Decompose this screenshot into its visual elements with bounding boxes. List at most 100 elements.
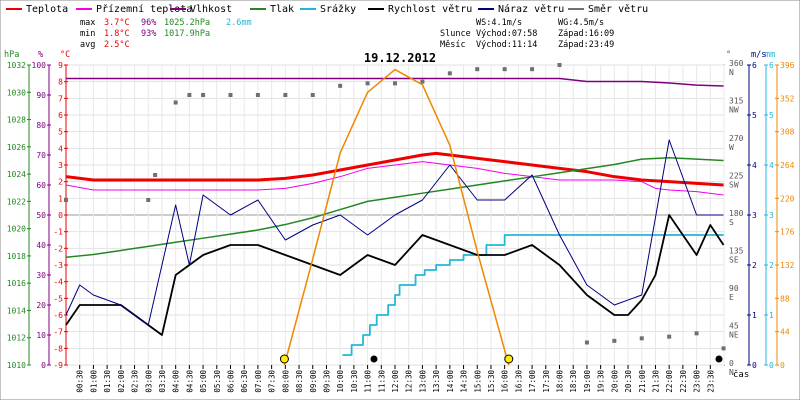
right-axis-tick-label: 270 xyxy=(729,134,744,143)
axis-unit-rain: mm xyxy=(765,50,775,60)
left-axis-tick-label: 9 xyxy=(58,61,63,70)
axis-unit-pressure: hPa xyxy=(4,50,19,60)
x-axis-tick-label: 17:30 xyxy=(542,370,551,393)
right-axis-tick-label: 4 xyxy=(769,161,774,170)
left-axis-tick-label: -8 xyxy=(53,344,63,353)
right-axis-tick-label: 308 xyxy=(780,128,795,137)
series-rychlost-vetru xyxy=(65,214,725,336)
right-axis-tick-label: 5 xyxy=(769,111,774,120)
right-axis-tick-label: 3 xyxy=(752,211,757,220)
right-axis-tick-label: 225 xyxy=(729,172,744,181)
series-solar xyxy=(283,68,510,366)
axis-units: hPa % °C ° m/s mm xyxy=(4,50,775,60)
wind-direction-point xyxy=(228,93,233,97)
x-axis-tick-label: 20:00 xyxy=(610,370,619,393)
left-axis-tick-label: 0 xyxy=(58,211,63,220)
right-axis-tick-label: SW xyxy=(729,181,739,190)
right-axis-tick-label: 90 xyxy=(729,284,739,293)
right-axis-tick-label: 0 xyxy=(752,361,757,370)
stats-max-label: max xyxy=(80,18,95,28)
x-axis-tick-label: 11:30 xyxy=(377,370,386,393)
wind-direction-point xyxy=(338,83,343,88)
series-teplota xyxy=(65,151,724,187)
x-axis-tick-label: 15:30 xyxy=(487,370,496,393)
left-axis-tick-label: -4 xyxy=(53,278,63,287)
stats-wind-gust: WG:4.5m/s xyxy=(558,18,604,28)
axis-unit-temperature: °C xyxy=(60,50,70,60)
left-axis-tick-label: -3 xyxy=(53,261,63,270)
wind-direction-point xyxy=(612,338,617,343)
stats-min-pressure: 1017.9hPa xyxy=(164,29,210,39)
right-axis-tick-label: 352 xyxy=(780,94,795,103)
legend-label-srazky: Srážky xyxy=(320,3,356,15)
left-axis-tick-label: 1020 xyxy=(7,225,26,234)
sun-rise: Východ:07:58 xyxy=(476,29,537,39)
wind-direction-point xyxy=(557,63,562,67)
wind-direction-point xyxy=(420,79,425,84)
x-axis-tick-label: 02:00 xyxy=(117,370,126,393)
right-axis-tick-label: 0 xyxy=(769,361,774,370)
stats-block: max 3.7°C 96% 1025.2hPa 2.6mm min 1.8°C … xyxy=(80,18,614,50)
right-axis-tick-label: 1 xyxy=(752,311,757,320)
left-axis-tick-label: -1 xyxy=(53,228,63,237)
right-axis-tick-label: W xyxy=(729,143,734,152)
moon-rise: Východ:11:14 xyxy=(476,40,537,50)
right-axis-tick-label: 220 xyxy=(780,194,795,203)
x-axis-tick-label: 08:00 xyxy=(281,370,290,393)
wind-direction-point xyxy=(502,67,507,72)
stats-min-temp: 1.8°C xyxy=(104,29,130,39)
series xyxy=(64,63,726,366)
x-axis-tick-label: 04:30 xyxy=(185,370,194,393)
sun-label: Slunce xyxy=(440,29,471,39)
series-srazky xyxy=(342,234,724,356)
left-axis-tick-label: 1024 xyxy=(7,170,26,179)
left-axis-tick-label: 90 xyxy=(36,91,46,100)
right-axis-tick-label: 176 xyxy=(780,228,795,237)
left-axis-tick-label: 1030 xyxy=(7,88,26,97)
wind-direction-point xyxy=(146,198,151,202)
x-axis-tick-label: 21:30 xyxy=(651,370,660,393)
wind-direction-point xyxy=(310,93,315,97)
moon-set: Západ:23:49 xyxy=(558,40,614,50)
left-axis-tick-label: 70 xyxy=(36,151,46,160)
right-axis-tick-label: SE xyxy=(729,256,739,265)
x-axis-tick-label: 23:30 xyxy=(706,370,715,393)
x-axis-tick-label: 07:30 xyxy=(268,370,277,393)
series-tlak xyxy=(65,156,724,259)
wind-direction-point xyxy=(187,93,192,97)
sun-marker xyxy=(279,354,289,364)
wind-direction-point xyxy=(667,334,672,339)
x-axis-tick-label: 18:00 xyxy=(556,370,565,393)
left-axis-tick-label: 4 xyxy=(58,144,63,153)
x-axis-tick-label: 10:30 xyxy=(350,370,359,393)
wind-direction-point xyxy=(365,81,370,86)
axis-unit-humidity: % xyxy=(38,50,43,60)
axis-unit-wind: m/s xyxy=(751,50,766,60)
left-axis-tick-label: 1028 xyxy=(7,116,26,125)
wind-direction-point xyxy=(584,340,589,345)
right-axis-tick-label: 45 xyxy=(729,322,739,331)
x-axis-tick-label: 15:00 xyxy=(473,370,482,393)
x-axis-tick-label: 00:30 xyxy=(76,370,85,393)
wind-direction-point xyxy=(393,81,397,86)
x-axis-label: čas xyxy=(733,369,749,380)
left-axis-tick-label: 1010 xyxy=(7,361,26,370)
legend-label-naraz-vetru: Náraz větru xyxy=(498,3,564,15)
x-axis-tick-label: 07:00 xyxy=(254,370,263,393)
legend-label-prizemni-teplota: Přízemní teplota xyxy=(96,3,192,15)
right-axis-tick-label: 6 xyxy=(752,61,757,70)
legend-label-smer-vetru: Směr větru xyxy=(588,3,648,15)
right-axis-tick-label: N xyxy=(729,368,734,377)
left-axis-tick-label: 5 xyxy=(58,128,63,137)
x-axis-tick-label: 12:00 xyxy=(391,370,400,393)
left-axis-tick-label: -2 xyxy=(53,244,63,253)
left-axis-tick-label: 7 xyxy=(58,94,63,103)
wind-direction-point xyxy=(475,67,480,72)
left-axis-tick-label: 1014 xyxy=(7,306,26,315)
x-axis-tick-label: 22:30 xyxy=(679,370,688,393)
left-axis-tick-label: 1 xyxy=(58,194,63,203)
x-axis-tick-label: 08:30 xyxy=(295,370,304,393)
wind-direction-point xyxy=(639,336,644,341)
